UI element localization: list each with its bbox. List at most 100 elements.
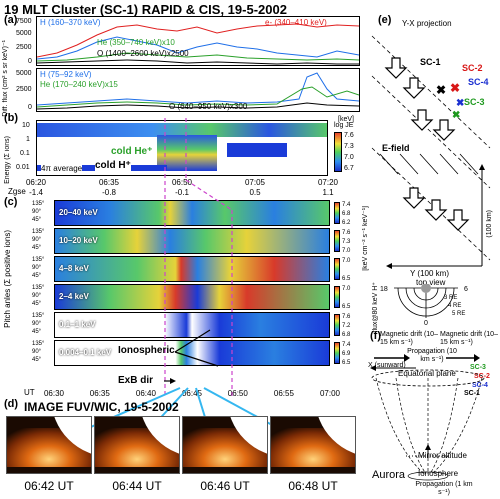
panel-a-bottom-plot: H (75–92 keV) He (170–240 keV)x15 O (640… [36,68,360,112]
b-ytick: 1 [26,136,30,143]
cold-he-label: cold He⁺ [111,146,153,157]
zgse-label: Zgse [8,187,26,196]
b-cbar-tick: 7.0 [344,154,354,161]
figure-title: 19 MLT Cluster (SC-1) RAPID & CIS, 19-5-… [4,2,287,17]
panel-f-diagram [370,354,485,481]
e-sc3: SC-3 [464,97,485,107]
a-ytick: 2500 [16,86,32,93]
e-km100: (100 km) [486,210,493,238]
panel-d-title: IMAGE FUV/WIC, 19-5-2002 [24,400,179,414]
panel-a-label: (a) [4,14,18,26]
c-time-tick: 06:40 [135,389,156,398]
pitch-angle-row: 10–20 keV [54,228,330,254]
e-sc2: SC-2 [462,63,483,73]
e-y100: Y (100 km) [410,269,449,278]
panel-f-label: (f) [370,330,381,342]
row-colorbar-tick: 6.8 [342,332,351,338]
aurora-image-0648 [270,416,356,474]
row-colorbar [334,314,340,336]
row-colorbar [334,286,340,308]
f-aurora: Aurora [372,469,406,481]
f-ionosphere: Ionosphere [418,469,459,478]
mlt-clock [394,284,458,318]
angle-tick: 45° [32,245,42,251]
b-colorbar [334,132,342,172]
row-colorbar-tick: 7.6 [342,314,351,320]
zgse-tick: -0.1 [175,188,189,197]
panel-b-spectrogram: cold He⁺ cold H⁺ 4π average [36,120,328,176]
legend-he-high: He (350–740 keV)x10 [97,38,175,47]
b-ytick: 0.01 [16,164,30,171]
a-ytick: 5000 [16,70,32,77]
angle-tick: 45° [32,301,42,307]
angle-tick: 90° [32,209,42,215]
legend-he-low: He (170–240 keV)x15 [40,80,118,89]
b-cbar-tick: 7.3 [344,143,354,150]
angle-tick: 45° [32,329,42,335]
cold-h-label: cold H⁺ [95,160,131,171]
yx-projection-label: Y-X projection [402,19,452,28]
panel-c-label: (c) [4,196,18,208]
clock-0: 0 [424,320,428,327]
row-colorbar [334,202,340,224]
angle-tick: 90° [32,237,42,243]
row-colorbar [334,230,340,252]
angle-tick: 135° [32,201,45,207]
legend-h-high: H (160–370 keV) [40,18,101,27]
row-colorbar-tick: 6.2 [342,220,351,226]
svg-text:✖: ✖ [456,98,464,109]
clock-18: 18 [380,286,388,293]
row-colorbar-tick: 7.6 [342,230,351,236]
aurora-time-0648: 06:48 UT [288,479,338,493]
b-time-axis: 06:20 06:35 06:50 07:05 07:20 -1.4 -0.8 … [26,178,338,198]
f-propagation: Propagation (10 km s⁻¹) [407,348,457,363]
c-time-axis: 06:30 06:35 06:40 06:45 06:50 06:55 07:0… [44,389,340,399]
a-ytick: 0 [28,58,32,65]
angle-tick: 90° [32,265,42,271]
panel-b-label: (b) [4,112,19,124]
b-cbar-tick: 6.7 [344,165,354,172]
a-ytick: 0 [28,104,32,111]
angle-tick: 45° [32,217,42,223]
c-time-tick: 06:55 [273,389,294,398]
panel-b-unit: [keV] [338,116,354,123]
c-time-tick: 06:35 [89,389,110,398]
panel-a-top-lines [37,23,359,65]
row-colorbar-tick: 7.3 [342,239,351,245]
angle-tick: 135° [32,313,45,319]
angle-tick: 90° [32,293,42,299]
ionospheric-label: Ionospheric [118,345,175,356]
aurora-time-0644: 06:44 UT [112,479,162,493]
energy-range-label: 0.004–0.1 keV [59,348,112,357]
a-ytick: 2500 [16,44,32,51]
panel-a-top-plot: H (160–370 keV) e- (340–410 keV) He (350… [36,16,360,66]
c-time-tick: 06:30 [43,389,65,398]
row-colorbar-tick: 6.5 [342,304,351,310]
pitch-angle-row: 0.1–1 keV [54,312,330,338]
angle-tick: 45° [32,357,42,363]
panel-d-label: (d) [4,398,19,410]
e-efield: E-field [382,143,410,153]
pitch-angle-row: 20–40 keV [54,200,330,226]
exb-label: ExB dir [118,375,154,386]
zgse-tick: -0.8 [102,188,116,197]
aurora-image-0642 [6,416,92,474]
clock-5re: 5 RE [452,311,466,317]
guide-slant [185,179,233,211]
row-colorbar [334,342,340,364]
b-cbar-title: log JE [334,122,354,129]
f-mirror: Mirror altitude [418,451,467,460]
f-equatorial: Equatorial plane [398,369,456,378]
b-ytick: 10 [22,122,30,129]
exb-arrowhead [170,378,176,384]
panel-e-diagram: ✖ ✖ ✖ ✖ [371,35,491,269]
row-colorbar-tick: 7.2 [342,323,351,329]
c-time-tick: 06:50 [227,389,248,398]
c-time-tick: 06:45 [181,389,203,398]
aurora-time-0646: 06:46 UT [200,479,250,493]
legend-electron: e- (340–410 keV) [265,18,327,27]
aurora-time-0642: 06:42 UT [24,479,74,493]
b-time-tick: 06:35 [98,178,120,187]
row-colorbar-tick: 7.4 [342,342,351,348]
clock-6: 6 [464,286,468,293]
